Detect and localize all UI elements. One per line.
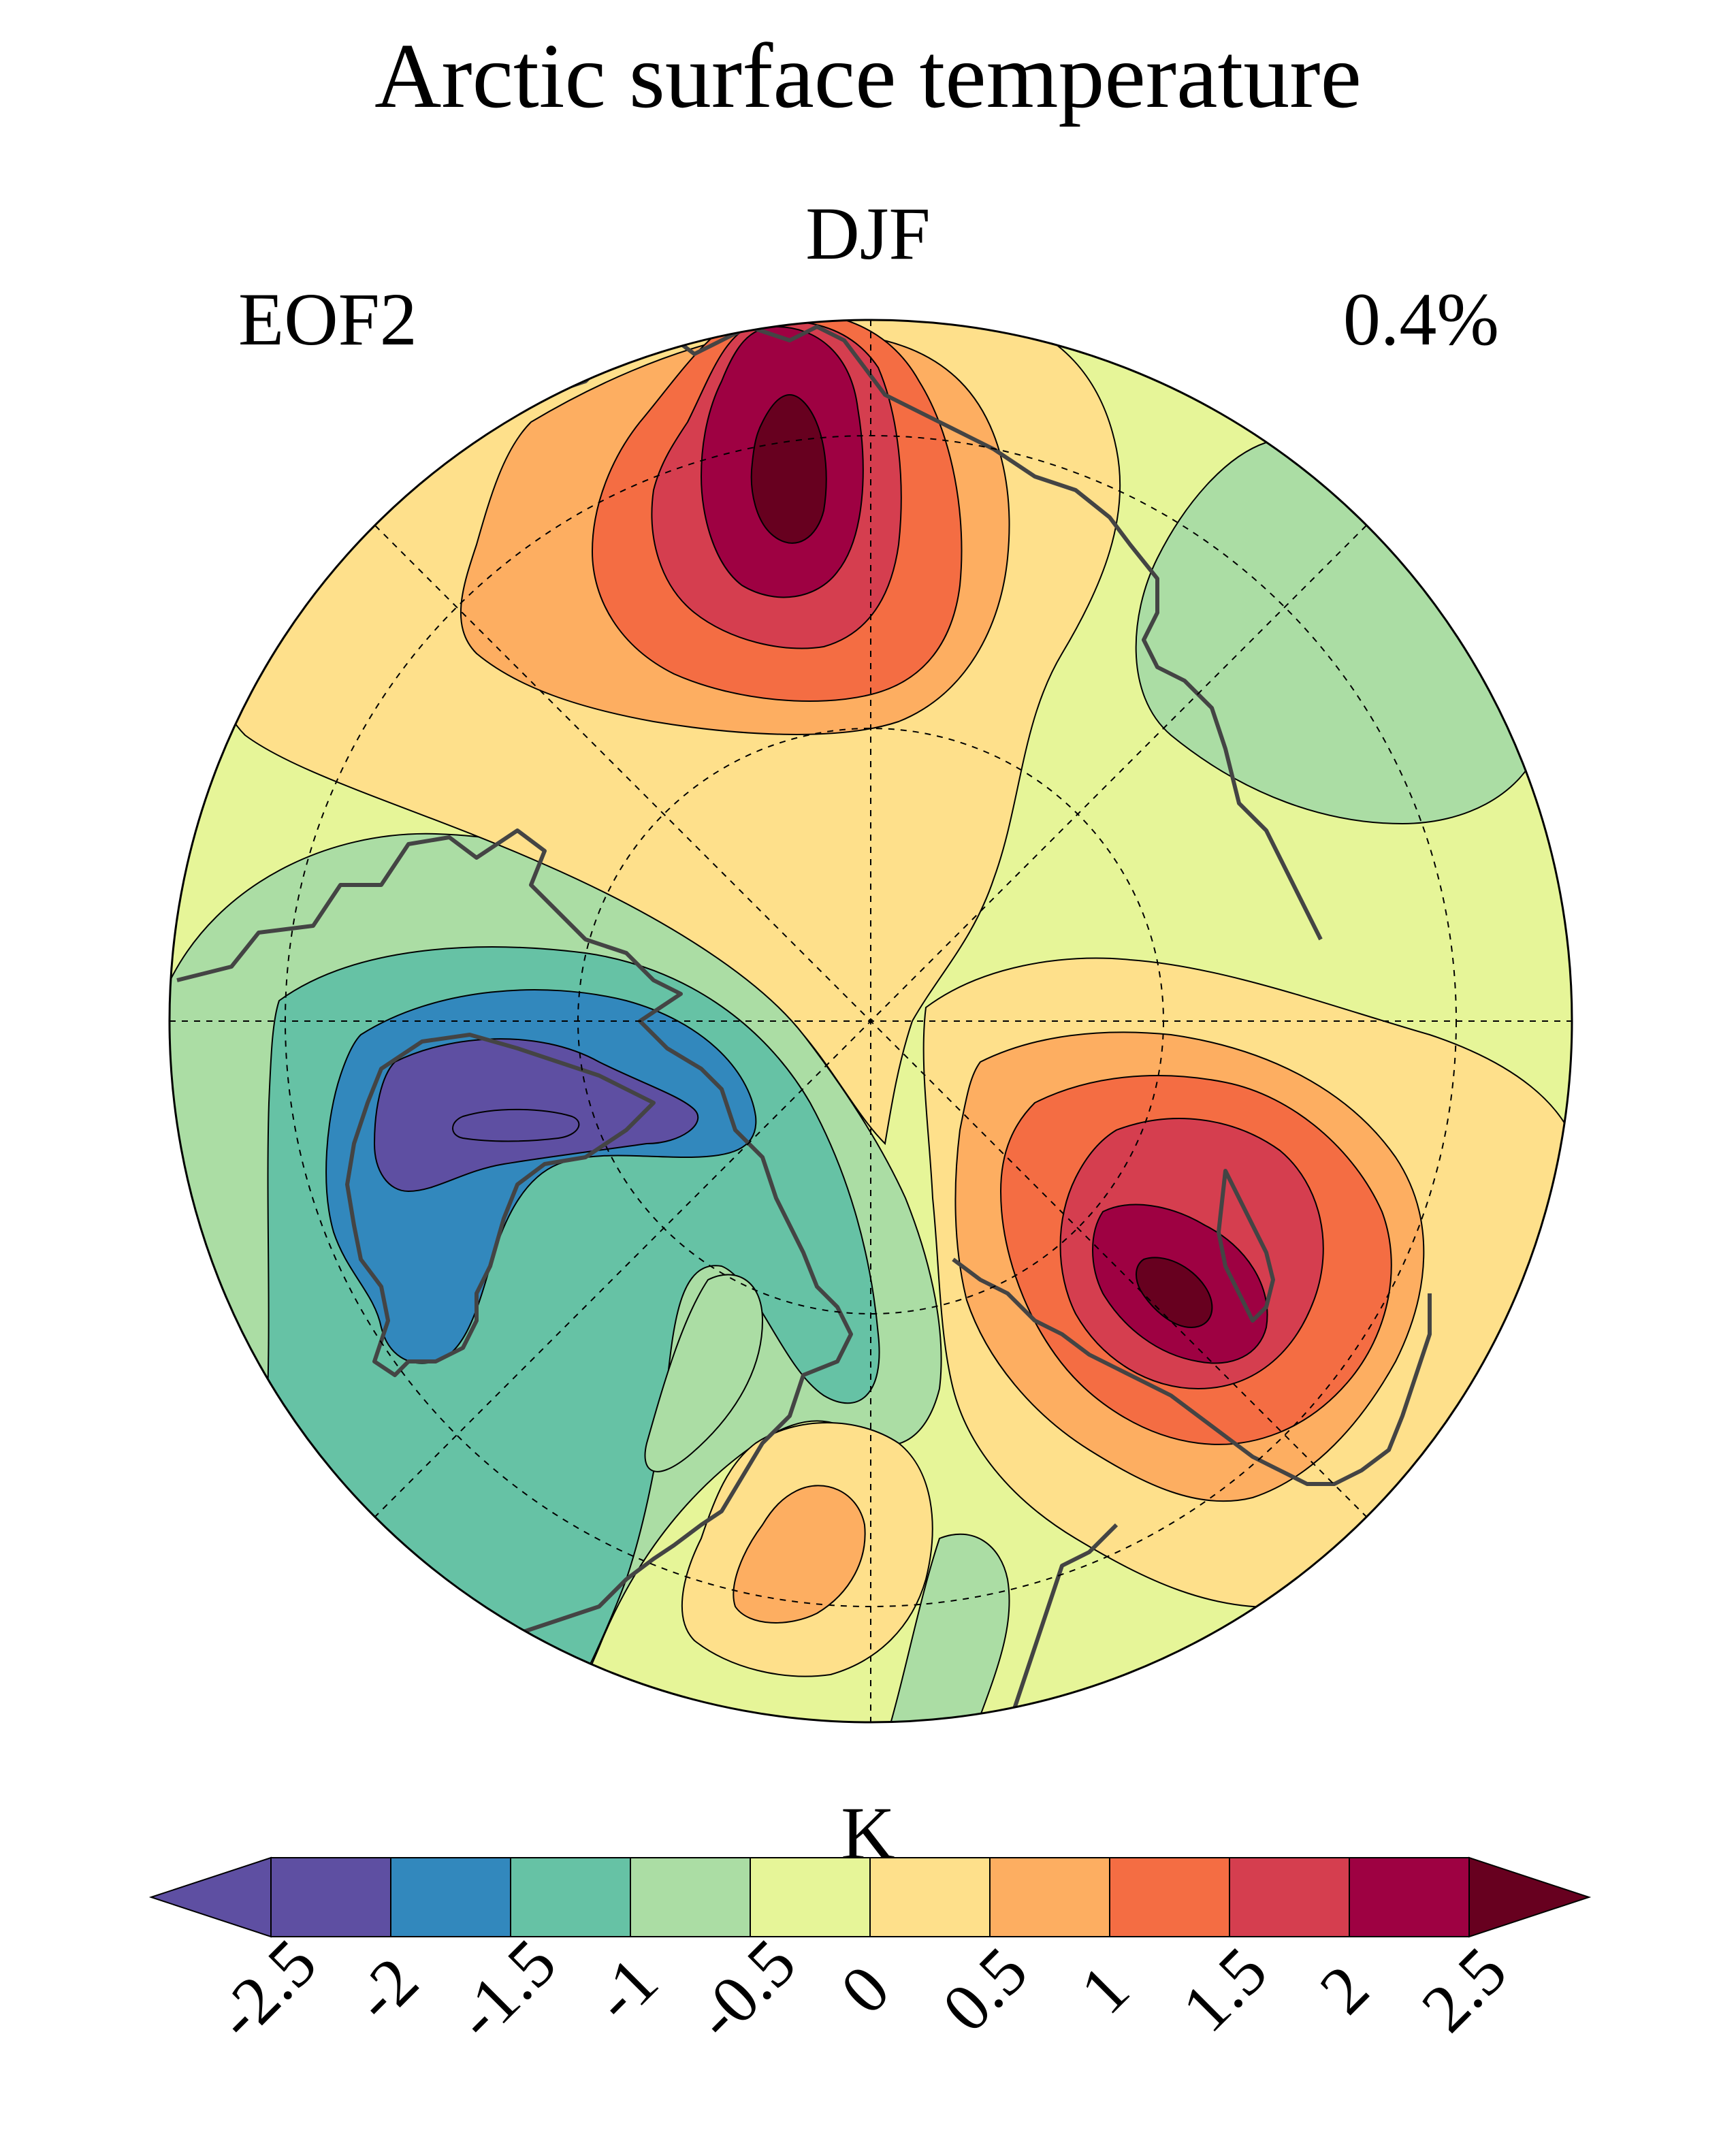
warm-contour-0p5-bottom [733, 1485, 866, 1624]
colorbar-segment [869, 1857, 991, 1937]
graticule [170, 320, 1572, 1722]
cold-tongue-minus0p5 [884, 1533, 1010, 1722]
colorbar-segment [630, 1857, 751, 1937]
colorbar-tick-label: -2 [339, 1943, 432, 2036]
colorbar-segment [1109, 1857, 1230, 1937]
eof-mode-label: EOF2 [238, 278, 417, 361]
coastline-greenland [345, 1033, 656, 1377]
colorbar-tick-label: 0 [826, 1951, 904, 2029]
colorbar-segment [270, 1857, 391, 1937]
cold-strip-minus0p5 [644, 1274, 764, 1472]
meridian-diagonal-b [374, 525, 1367, 1517]
colorbar-tick-label: -1.5 [440, 1924, 570, 2054]
colorbar-tick-label: 1 [1066, 1951, 1144, 2029]
warm-contour-2p5-right [1136, 1257, 1213, 1329]
colorbar-tick-label: 2.5 [1407, 1933, 1521, 2046]
coastline-canada [176, 828, 853, 1717]
coastline-europe-south [1006, 1523, 1119, 1722]
colorbar-tick-labels: -2.5 -2 -1.5 -1 -0.5 0 0.5 1 1.5 2 2.5 [201, 1924, 1521, 2054]
variance-explained-label: 0.4% [1343, 278, 1499, 361]
colorbar-tick-label: 0.5 [928, 1933, 1042, 2046]
colorbar-tick-label: -2.5 [201, 1924, 330, 2054]
colorbar-segment [989, 1857, 1110, 1937]
colorbar-tick-label: 1.5 [1168, 1933, 1281, 2046]
coastline-scandinavia [952, 1257, 1432, 1486]
season-label: DJF [805, 192, 931, 275]
colorbar-segment [510, 1857, 631, 1937]
colorbar-segment [1349, 1857, 1470, 1937]
colorbar-tick-label: 2 [1306, 1951, 1383, 2029]
colorbar-tick-label: -0.5 [680, 1924, 809, 2054]
colorbar-segment [1229, 1857, 1350, 1937]
colorbar-segment [390, 1857, 511, 1937]
cold-contour-minus2p5 [452, 1108, 580, 1142]
map-boundary [168, 319, 1573, 1724]
map-title: Arctic surface temperature [374, 25, 1362, 127]
polar-map [168, 319, 1573, 1724]
coastline-novaya-zemlya [1217, 1169, 1275, 1323]
warm-contour-2p5-top [750, 394, 827, 544]
colorbar-extend-over [1468, 1856, 1592, 1938]
colorbar-segment [750, 1857, 871, 1937]
colorbar-boxes [148, 1856, 1592, 1938]
colorbar-extend-under [148, 1856, 272, 1938]
colorbar-tick-label: -1 [579, 1943, 672, 2036]
